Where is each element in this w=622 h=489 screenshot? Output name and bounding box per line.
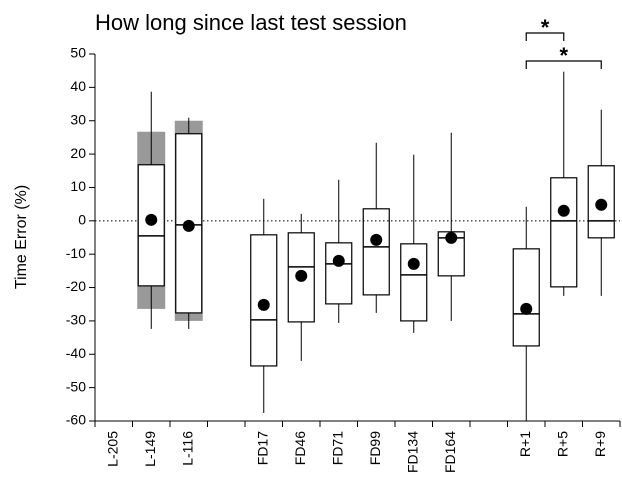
box [587, 165, 615, 239]
mean [445, 231, 458, 244]
y-tick-label: -30 [66, 312, 86, 328]
box [250, 234, 278, 367]
mean [595, 198, 608, 211]
y-tick-label: 10 [70, 178, 86, 194]
mean [520, 302, 533, 315]
x-tick-label: FD17 [254, 431, 270, 465]
mean [145, 213, 158, 226]
x-tick-label: L-116 [179, 431, 195, 466]
mean [295, 269, 308, 282]
x-tick-label: FD71 [329, 431, 345, 465]
y-tick-label: -20 [66, 278, 86, 294]
significance-bracket [525, 32, 565, 41]
x-tick-label: FD99 [367, 431, 383, 465]
x-tick-label: L-149 [142, 431, 158, 467]
box [325, 242, 353, 305]
x-tick-label: FD164 [442, 431, 458, 473]
y-tick-label: 30 [70, 111, 86, 127]
box [362, 208, 390, 296]
y-tick-label: 20 [70, 145, 86, 161]
x-tick-label: FD46 [292, 431, 308, 465]
significance-bracket [525, 60, 602, 69]
x-tick-label: R+5 [554, 431, 570, 457]
y-tick-label: 0 [78, 212, 86, 228]
y-axis-label: Time Error (%) [13, 185, 30, 289]
y-tick-label: 40 [70, 78, 86, 94]
mean [332, 254, 345, 267]
box [400, 243, 428, 322]
y-tick-label: -10 [66, 245, 86, 261]
x-tick-label: R+1 [517, 431, 533, 457]
x-tick-label: FD134 [404, 431, 420, 473]
x-tick-label: L-205 [104, 431, 120, 467]
chart-title: How long since last test session [95, 10, 407, 35]
significance-label: * [559, 43, 568, 68]
mean [557, 204, 570, 217]
x-tick-label: R+9 [592, 431, 608, 457]
y-tick-label: -60 [66, 412, 86, 428]
y-tick-label: 50 [70, 45, 86, 61]
box [550, 177, 578, 288]
y-tick-label: -40 [66, 345, 86, 361]
mean [407, 257, 420, 270]
mean [182, 219, 195, 232]
box [287, 232, 315, 323]
box [437, 231, 465, 277]
mean [257, 298, 270, 311]
box [512, 248, 540, 347]
y-tick-label: -50 [66, 378, 86, 394]
significance-label: * [541, 15, 550, 40]
mean [370, 233, 383, 246]
